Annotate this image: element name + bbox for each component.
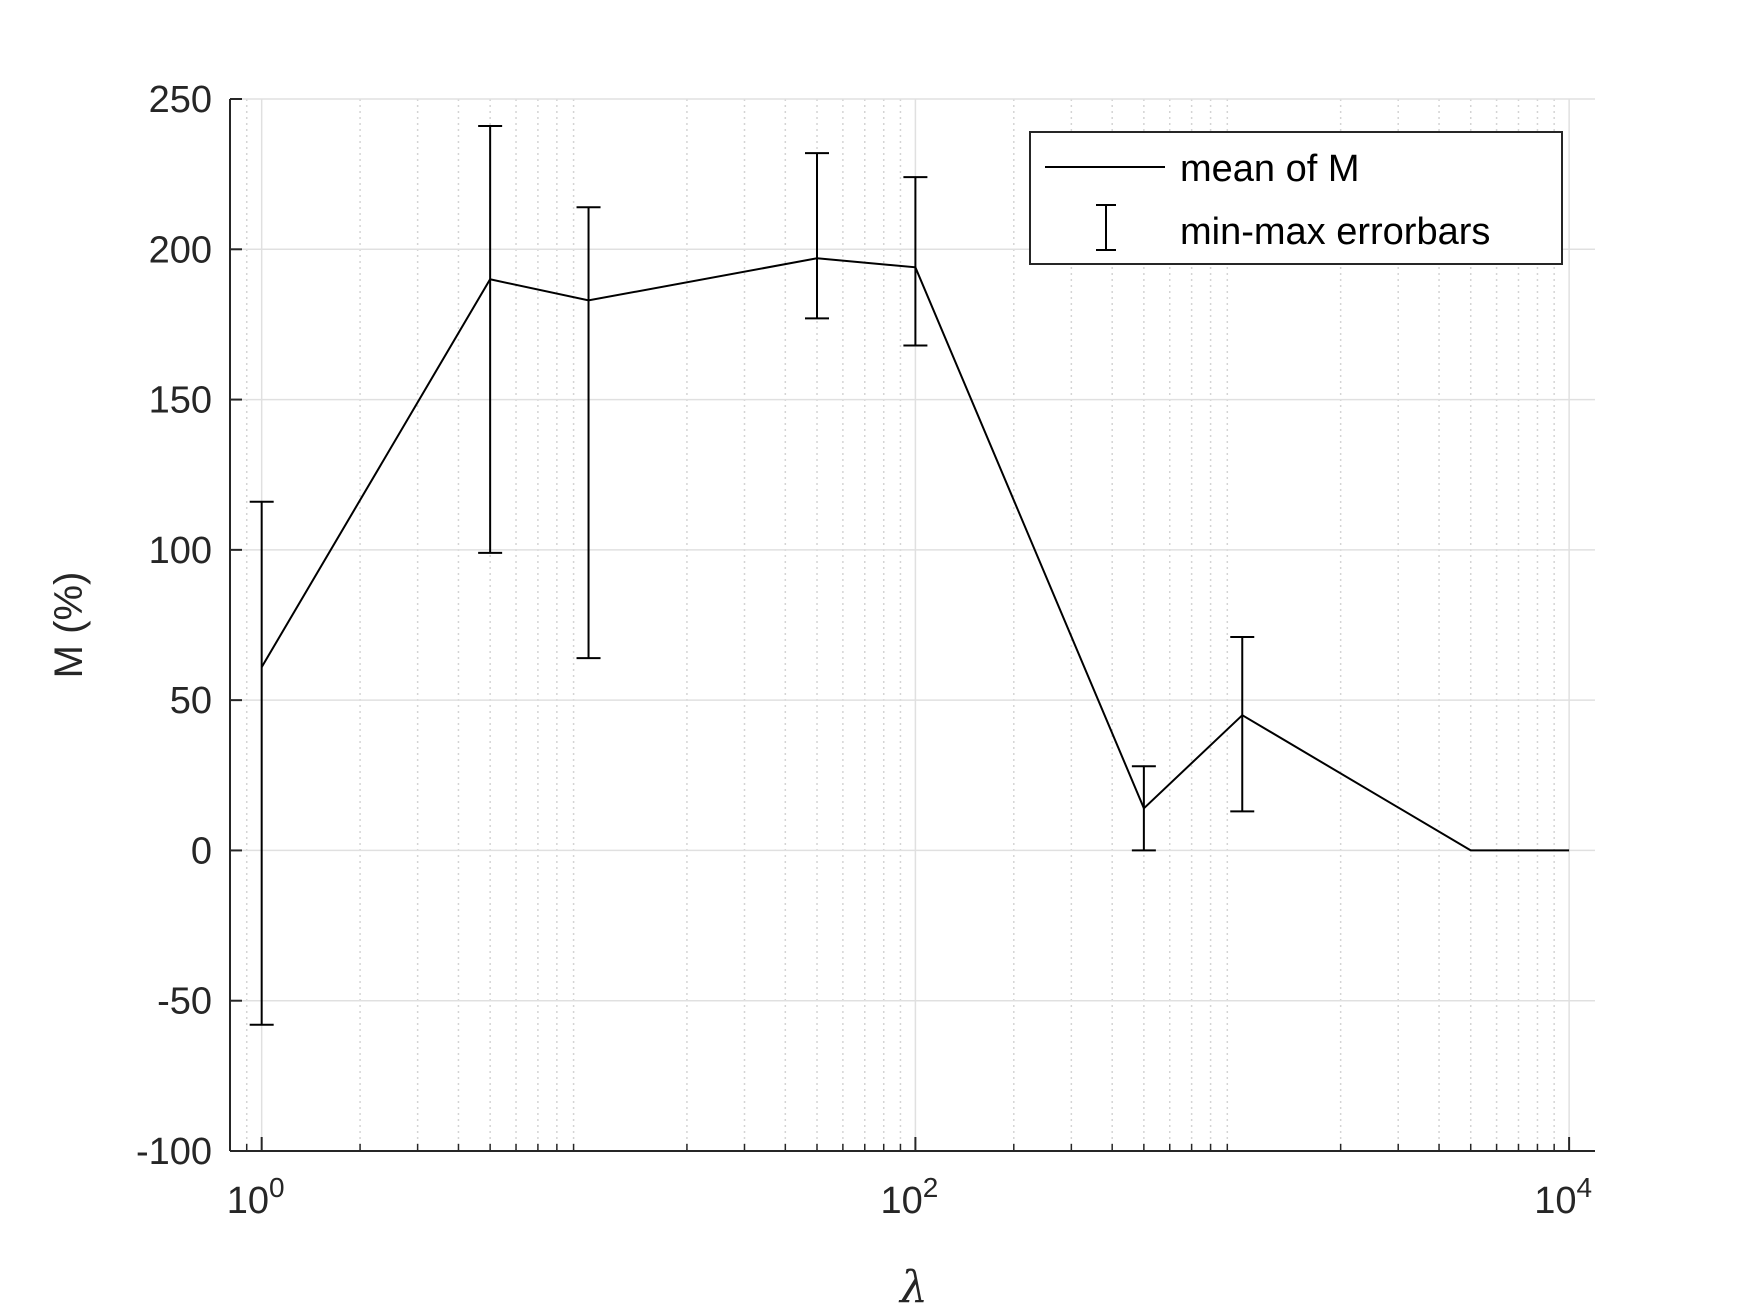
x-axis-title: λ bbox=[898, 1262, 928, 1313]
errorbar bbox=[576, 206, 601, 660]
y-tick-label: 100 bbox=[149, 530, 212, 572]
y-tick-label: 150 bbox=[149, 380, 212, 422]
x-tick-label: 102 bbox=[880, 1172, 938, 1222]
errorbar bbox=[1230, 636, 1255, 813]
legend-errorbar-swatch bbox=[1096, 204, 1116, 251]
legend-label-errorbars: min-max errorbars bbox=[1180, 211, 1490, 253]
legend: mean of M min-max errorbars bbox=[1029, 131, 1563, 265]
axes bbox=[229, 98, 1595, 1152]
y-tick-label: 200 bbox=[149, 229, 212, 271]
errorbar bbox=[249, 500, 274, 1026]
x-tick-label: 104 bbox=[1534, 1172, 1592, 1222]
y-tick-label: -100 bbox=[136, 1131, 212, 1173]
y-axis-title: M (%) bbox=[47, 572, 91, 679]
errorbar bbox=[805, 152, 830, 320]
tick-labels: 250 200 150 100 50 0 -50 -100 100 102 104 bbox=[136, 79, 1592, 1222]
y-tick-label: 250 bbox=[149, 79, 212, 121]
y-tick-label: 0 bbox=[191, 830, 212, 872]
errorbar bbox=[1131, 765, 1156, 852]
grid bbox=[229, 98, 1595, 1152]
legend-box bbox=[1029, 131, 1563, 265]
y-tick-label: -50 bbox=[157, 981, 212, 1023]
plot-data bbox=[249, 125, 1570, 1026]
legend-label-mean: mean of M bbox=[1180, 148, 1360, 190]
y-tick-label: 50 bbox=[170, 680, 212, 722]
x-tick-label: 100 bbox=[227, 1172, 285, 1222]
errorbar bbox=[903, 176, 928, 347]
errorbar bbox=[478, 125, 503, 554]
